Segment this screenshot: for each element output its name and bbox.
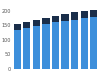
Bar bbox=[52, 16, 59, 22]
Bar bbox=[71, 12, 78, 20]
Bar bbox=[90, 17, 97, 69]
Bar bbox=[62, 14, 69, 21]
Bar bbox=[42, 24, 50, 69]
Bar bbox=[42, 18, 50, 24]
Bar bbox=[62, 21, 69, 69]
Bar bbox=[33, 26, 40, 69]
Bar bbox=[14, 24, 21, 30]
Bar bbox=[90, 10, 97, 17]
Bar bbox=[23, 28, 30, 69]
Bar bbox=[33, 20, 40, 26]
Bar bbox=[71, 20, 78, 69]
Bar bbox=[81, 18, 88, 69]
Bar bbox=[81, 11, 88, 18]
Bar bbox=[14, 30, 21, 69]
Bar bbox=[52, 22, 59, 69]
Bar bbox=[23, 22, 30, 28]
